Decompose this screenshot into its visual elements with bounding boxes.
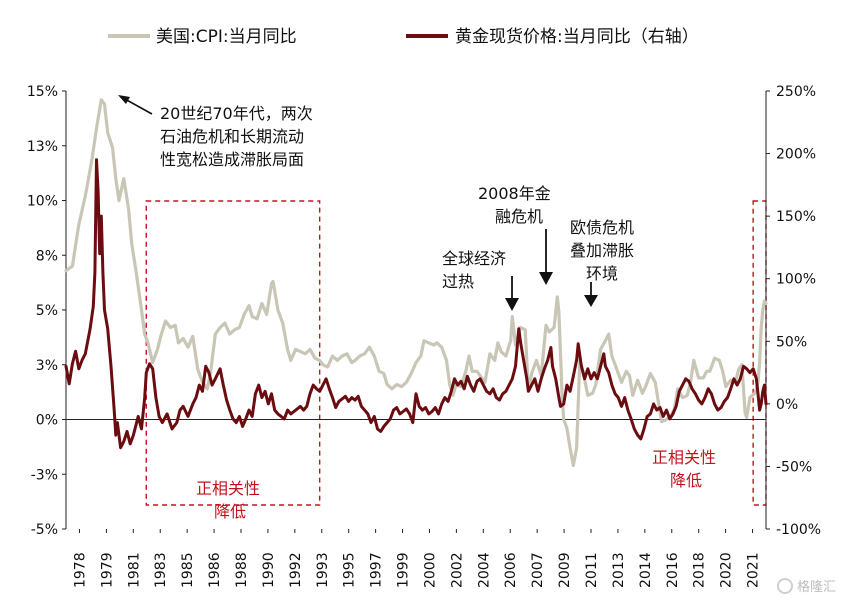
watermark: 格隆汇 [777, 578, 836, 595]
right-tick-label: 0% [776, 397, 798, 413]
left-tick-label: 10% [27, 194, 58, 210]
watermark-logo-icon [777, 578, 793, 594]
region-labels: 正相关性 降低 正相关性 降低 [196, 448, 716, 521]
right-tick-label: 200% [776, 147, 816, 163]
x-tick-label: 1978 [72, 552, 88, 588]
left-tick-label: 0% [36, 413, 58, 429]
right-tick-label: 50% [776, 334, 807, 350]
left-tick-label: 5% [36, 303, 58, 319]
annotation-2008-arrowhead [539, 272, 553, 285]
x-tick-label: 2006 [503, 552, 519, 588]
legend-label-cpi: 美国:CPI:当月同比 [156, 27, 297, 47]
x-tick-label: 2013 [611, 552, 627, 588]
left-tick-label: 3% [36, 358, 58, 374]
x-tick-label: 1999 [396, 552, 412, 588]
left-tick-label: -3% [31, 467, 58, 483]
region-1-label-line-2: 降低 [214, 502, 246, 521]
x-tick-label: 2014 [638, 552, 654, 588]
region-1-label-line-1: 正相关性 [196, 479, 260, 498]
x-tick-label: 1986 [207, 552, 223, 588]
x-tick-label: 2016 [665, 552, 681, 588]
x-tick-label: 2009 [557, 552, 573, 588]
right-tick-label: 250% [776, 84, 816, 100]
region-2-label-line-1: 正相关性 [652, 448, 716, 467]
x-tick-label: 2007 [530, 552, 546, 588]
x-tick-label: 2011 [584, 552, 600, 588]
annotation-70s-line-2: 石油危机和长期流动 [160, 127, 304, 146]
x-tick-label: 2018 [692, 552, 708, 588]
axes: 15% 13% 10% 8% 5% 3% 0% -3% -5% 250% 200% 150% 100% 5… [27, 84, 821, 588]
annotation-70s-line-3: 性宽松造成滞胀局面 [160, 150, 304, 169]
annotation-2008-line-2: 融危机 [495, 207, 543, 226]
annotation-overheat-line-2: 过热 [442, 272, 474, 291]
x-tick-label: 1992 [288, 552, 304, 588]
x-tick-label: 1997 [369, 552, 385, 588]
annotation-euro-line-3: 环境 [586, 264, 618, 283]
left-tick-label: 8% [36, 248, 58, 264]
x-tick-label: 1981 [126, 552, 142, 588]
left-tick-label: 15% [27, 84, 58, 100]
legend: 美国:CPI:当月同比 黄金现货价格:当月同比（右轴） [108, 27, 699, 47]
annotation-euro-line-2: 叠加滞胀 [570, 241, 634, 260]
annotation-euro-arrowhead [584, 295, 598, 307]
annotation-70s-line-1: 20世纪70年代，两次 [160, 104, 313, 123]
series [64, 98, 768, 468]
legend-label-gold: 黄金现货价格:当月同比（右轴） [455, 27, 699, 47]
x-tick-label: 1993 [315, 552, 331, 588]
left-tick-label: 13% [27, 139, 58, 155]
x-tick-label: 2020 [719, 552, 735, 588]
left-tick-label: -5% [31, 522, 58, 538]
annotation-overheat-line-1: 全球经济 [442, 249, 506, 268]
x-tick-label: 1990 [261, 552, 277, 588]
x-tick-label: 2002 [449, 552, 465, 588]
annotation-2008-line-1: 2008年金 [478, 184, 551, 203]
x-tick-label: 1988 [234, 552, 250, 588]
right-tick-label: 100% [776, 272, 816, 288]
annotation-overheat-arrowhead [505, 298, 519, 311]
region-2-label-line-2: 降低 [670, 471, 702, 490]
region-box-1 [145, 200, 321, 506]
annotation-euro-line-1: 欧债危机 [570, 218, 634, 237]
series-line-gold [64, 158, 768, 450]
annotations: 20世纪70年代，两次 石油危机和长期流动 性宽松造成滞胀局面 2008年金 融… [118, 95, 634, 311]
right-tick-label: -100% [776, 522, 821, 538]
watermark-text: 格隆汇 [797, 579, 836, 595]
right-tick-label: 150% [776, 209, 816, 225]
x-tick-label: 1995 [342, 552, 358, 588]
x-tick-label: 2021 [746, 552, 762, 588]
right-tick-label: -50% [776, 459, 812, 475]
x-tick-label: 2004 [476, 552, 492, 588]
x-tick-label: 2000 [422, 552, 438, 588]
x-tick-label: 1979 [99, 552, 115, 588]
annotation-70s-arrowhead [118, 95, 130, 104]
x-tick-label: 1983 [153, 552, 169, 588]
x-tick-label: 1985 [180, 552, 196, 588]
